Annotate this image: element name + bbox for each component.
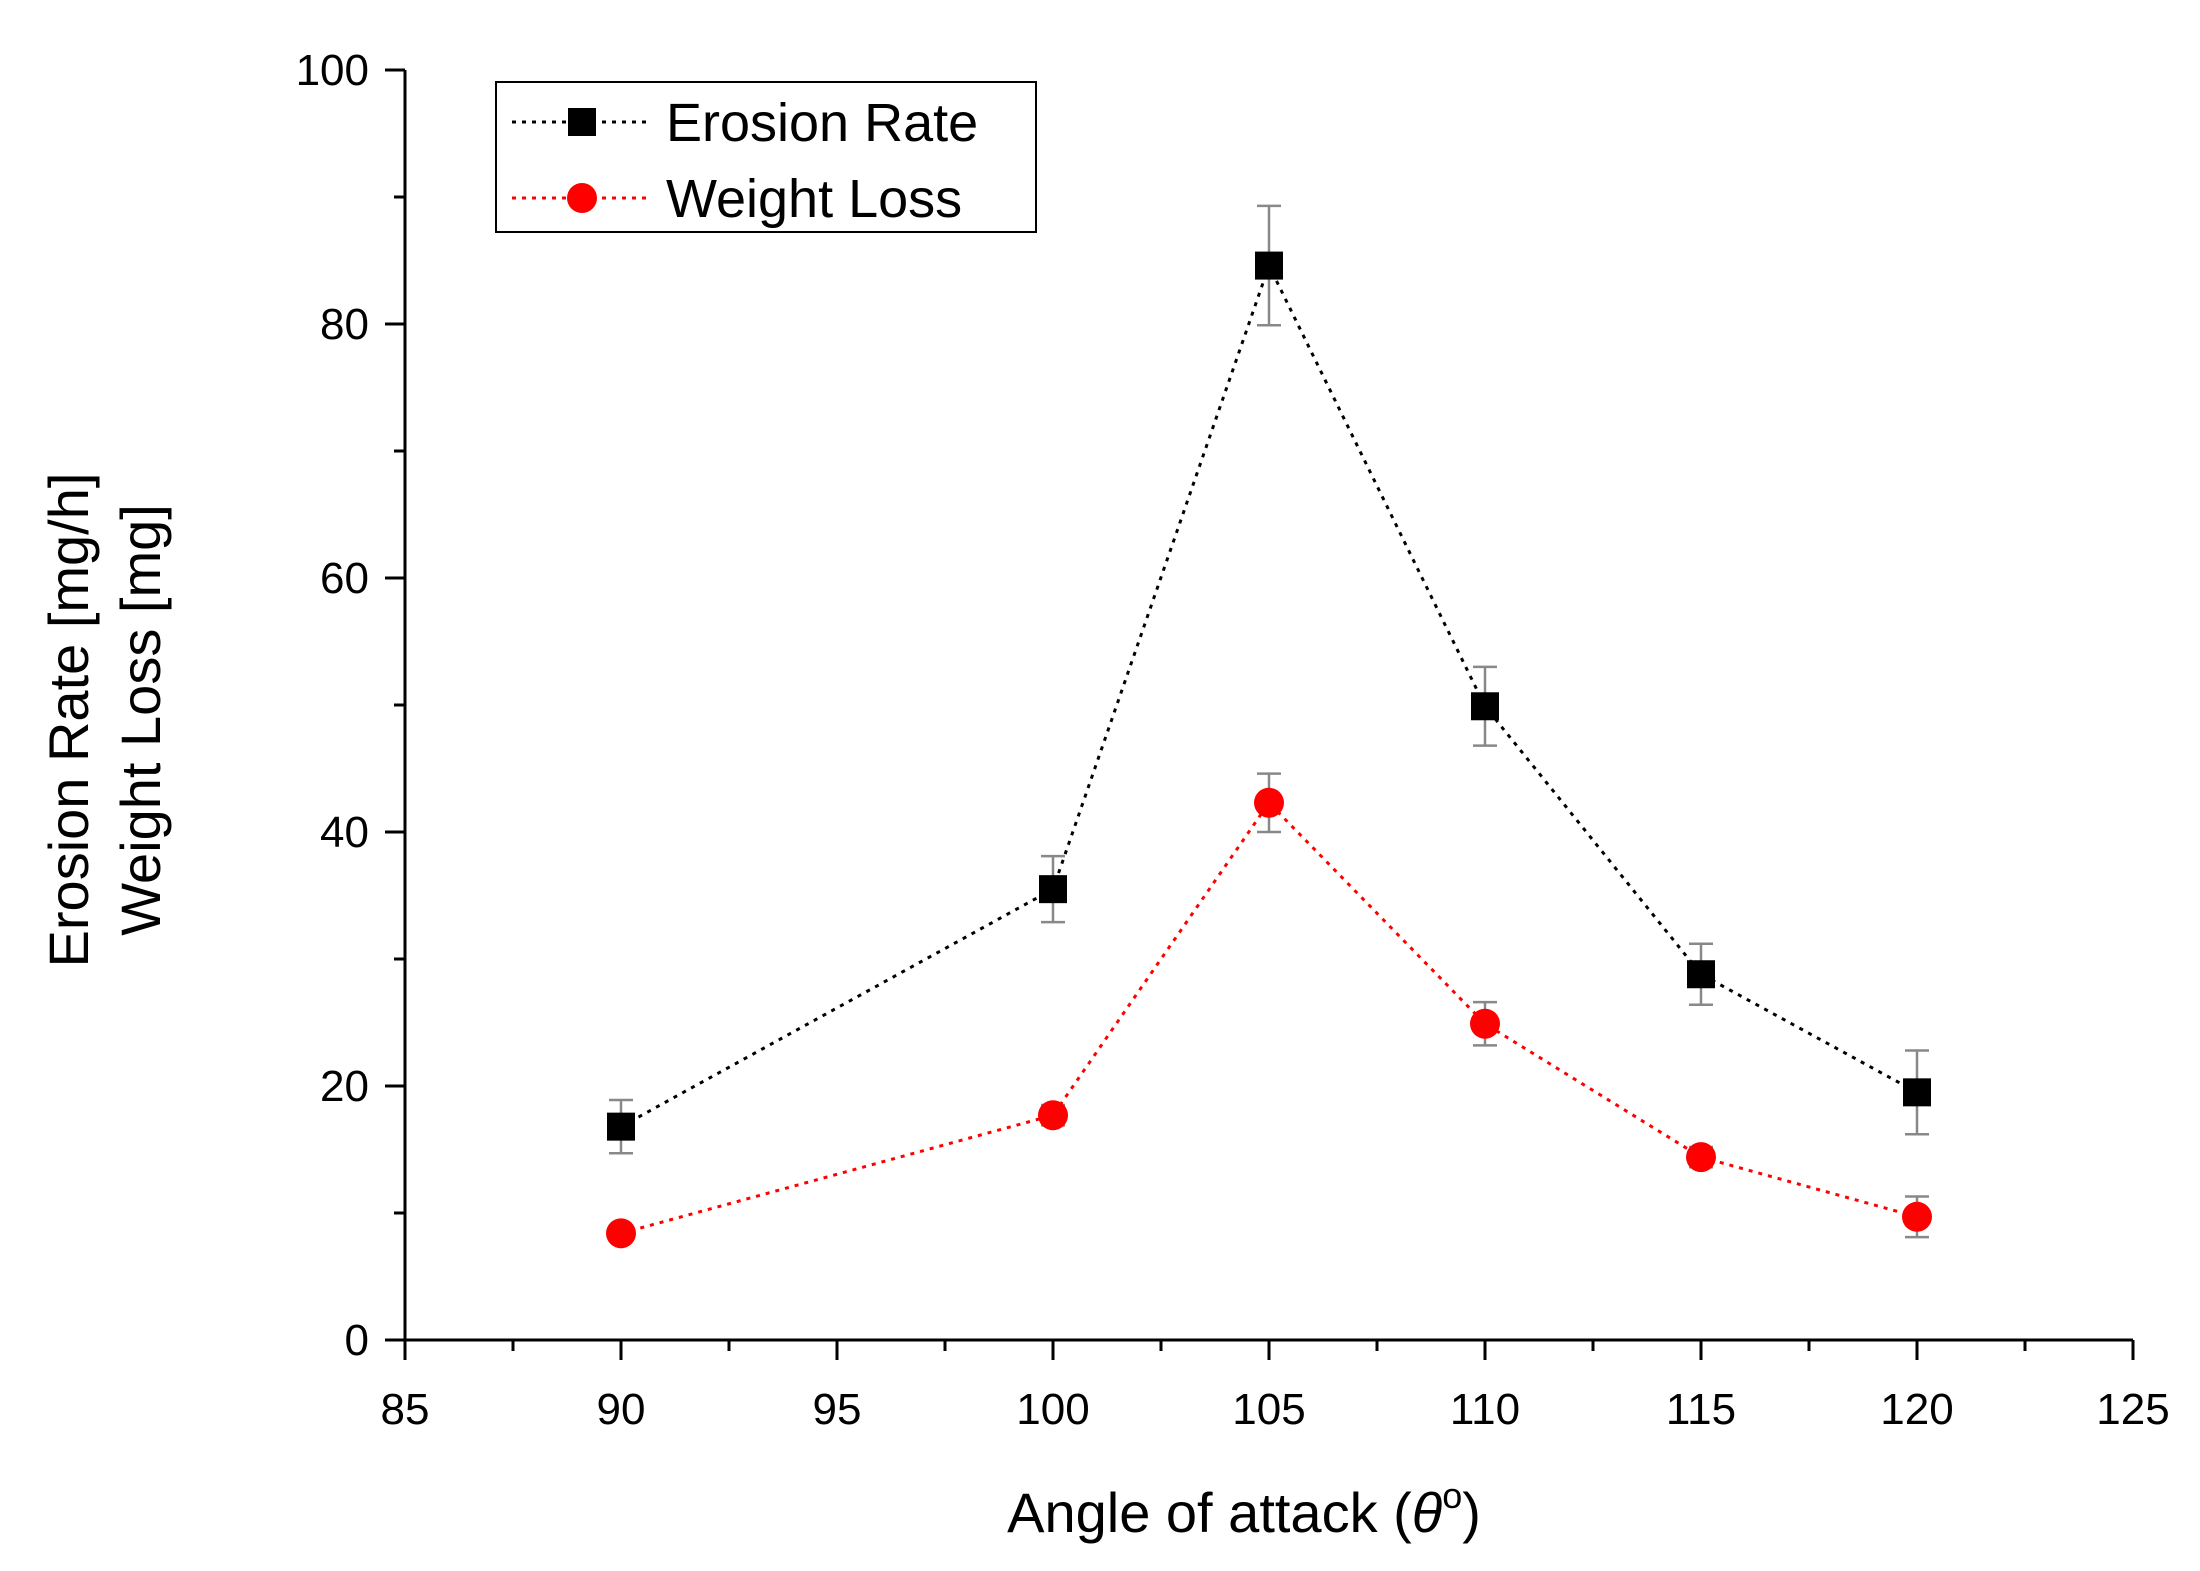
y-axis-title-line1: Erosion Rate [mg/h]	[37, 473, 100, 968]
data-point	[1038, 1100, 1068, 1131]
y-tick-label: 60	[320, 554, 369, 603]
y-tick-label: 40	[320, 808, 369, 857]
y-tick-label: 100	[296, 46, 369, 95]
x-tick-label: 85	[381, 1385, 430, 1434]
x-tick-label: 120	[1880, 1385, 1953, 1434]
x-tick-label: 105	[1232, 1385, 1305, 1434]
data-point	[1903, 1078, 1931, 1107]
x-axis-title: Angle of attack (θo)	[1007, 1475, 1481, 1544]
y-tick-label: 80	[320, 300, 369, 349]
data-point	[1686, 1142, 1716, 1173]
series-erosion-rate	[607, 204, 1931, 1155]
data-point	[607, 1112, 635, 1141]
x-tick-label: 100	[1016, 1385, 1089, 1434]
x-tick-label: 90	[597, 1385, 646, 1434]
y-tick-label: 0	[345, 1316, 369, 1365]
legend: Erosion Rate Weight Loss	[495, 81, 1037, 233]
x-tick-label: 115	[1666, 1385, 1736, 1434]
series-line	[620, 800, 1918, 1235]
x-tick-label: 125	[2096, 1385, 2169, 1434]
data-point	[1254, 787, 1284, 818]
x-tick-label: 95	[813, 1385, 862, 1434]
y-axis-title-line2: Weight Loss [mg]	[109, 504, 172, 936]
data-point	[1039, 875, 1067, 904]
series-layer	[606, 204, 1932, 1249]
data-point	[1471, 692, 1499, 721]
data-point	[606, 1218, 636, 1249]
legend-label: Weight Loss	[666, 169, 962, 229]
legend-marker	[568, 108, 596, 136]
series-line	[620, 261, 1918, 1128]
data-point	[1687, 960, 1715, 989]
legend-marker	[567, 183, 597, 213]
data-point	[1255, 251, 1283, 280]
y-tick-label: 20	[320, 1062, 369, 1111]
series-weight-loss	[606, 772, 1932, 1249]
axes: 85 90 95 100 105 110 115 120 125 0 20 40 60 80 100	[296, 46, 2170, 1434]
data-point	[1902, 1201, 1932, 1232]
x-tick-label: 110	[1450, 1385, 1520, 1434]
data-point	[1470, 1008, 1500, 1039]
legend-label: Erosion Rate	[666, 93, 978, 153]
